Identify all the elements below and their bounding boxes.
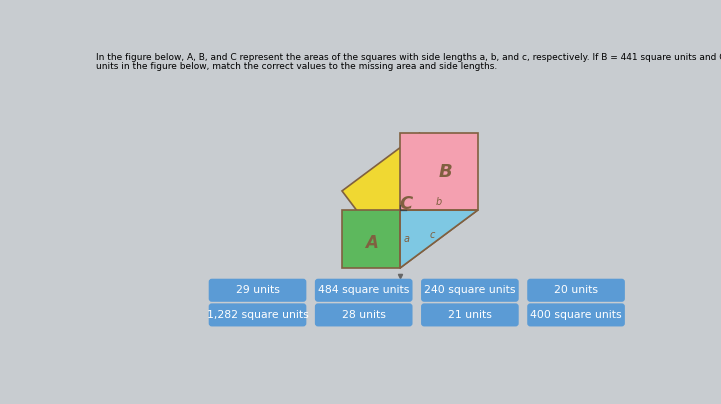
Text: 20 units: 20 units <box>554 285 598 295</box>
Polygon shape <box>400 210 477 268</box>
Text: b: b <box>435 197 442 207</box>
Text: In the figure below, A, B, and C represent the areas of the squares with side le: In the figure below, A, B, and C represe… <box>97 53 721 62</box>
Text: 484 square units: 484 square units <box>318 285 410 295</box>
Text: 400 square units: 400 square units <box>530 310 622 320</box>
Polygon shape <box>400 133 477 210</box>
FancyBboxPatch shape <box>527 279 625 302</box>
FancyBboxPatch shape <box>208 303 306 326</box>
Text: units in the figure below, match the correct values to the missing area and side: units in the figure below, match the cor… <box>97 62 497 72</box>
Text: C: C <box>399 196 412 213</box>
Text: 29 units: 29 units <box>236 285 280 295</box>
FancyBboxPatch shape <box>208 279 306 302</box>
Polygon shape <box>342 210 400 268</box>
FancyBboxPatch shape <box>527 303 625 326</box>
Text: B: B <box>438 163 452 181</box>
FancyBboxPatch shape <box>315 303 412 326</box>
FancyBboxPatch shape <box>421 303 518 326</box>
Polygon shape <box>342 133 477 268</box>
FancyBboxPatch shape <box>315 279 412 302</box>
Text: c: c <box>430 230 435 240</box>
Text: a: a <box>403 234 410 244</box>
Text: 28 units: 28 units <box>342 310 386 320</box>
Text: A: A <box>365 234 378 252</box>
Text: 1,282 square units: 1,282 square units <box>207 310 309 320</box>
Text: 21 units: 21 units <box>448 310 492 320</box>
Text: 240 square units: 240 square units <box>424 285 516 295</box>
FancyBboxPatch shape <box>421 279 518 302</box>
